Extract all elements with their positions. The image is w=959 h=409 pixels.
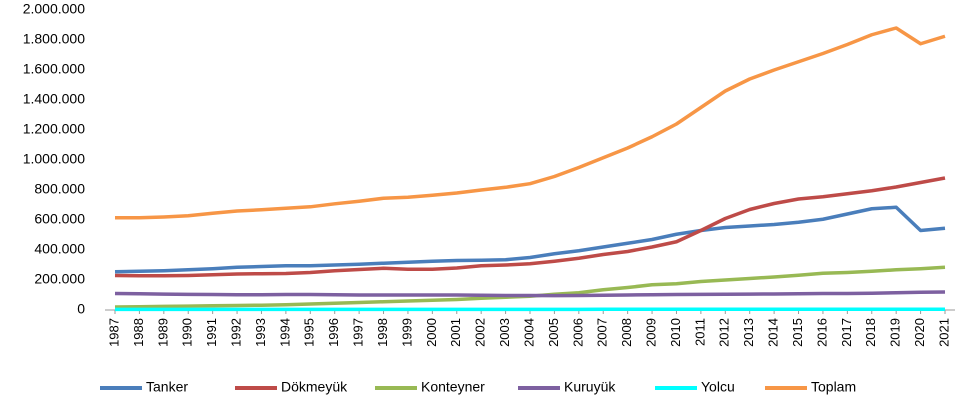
- x-tick-label: 2004: [521, 318, 536, 347]
- x-tick-label: 2016: [814, 318, 829, 347]
- x-tick-label: 2012: [717, 318, 732, 347]
- x-tick-label: 1992: [228, 318, 243, 347]
- y-tick-label: 2.000.000: [23, 1, 85, 17]
- x-tick-label: 2000: [424, 318, 439, 347]
- x-tick-label: 2017: [839, 318, 854, 347]
- x-tick-label: 1988: [131, 318, 146, 347]
- x-tick-label: 2014: [766, 318, 781, 347]
- x-tick-label: 1994: [277, 318, 292, 347]
- x-tick-label: 1987: [106, 318, 121, 347]
- x-tick-label: 2003: [497, 318, 512, 347]
- y-tick-label: 0: [77, 301, 85, 317]
- legend-label: Dökmeyük: [281, 379, 348, 395]
- x-tick-label: 1998: [375, 318, 390, 347]
- x-tick-label: 1990: [180, 318, 195, 347]
- legend-label: Kuruyük: [564, 379, 616, 395]
- y-tick-label: 1.200.000: [23, 121, 85, 137]
- y-tick-label: 1.400.000: [23, 91, 85, 107]
- x-tick-label: 1997: [351, 318, 366, 347]
- y-tick-label: 800.000: [34, 181, 85, 197]
- series-line: [115, 28, 945, 218]
- series-line: [115, 178, 945, 276]
- x-tick-label: 1999: [399, 318, 414, 347]
- x-tick-label: 1996: [326, 318, 341, 347]
- x-tick-label: 2006: [570, 318, 585, 347]
- x-tick-label: 2010: [668, 318, 683, 347]
- y-tick-label: 1.000.000: [23, 151, 85, 167]
- x-tick-label: 2013: [741, 318, 756, 347]
- y-tick-label: 400.000: [34, 241, 85, 257]
- y-tick-label: 1.600.000: [23, 61, 85, 77]
- x-tick-label: 1995: [302, 318, 317, 347]
- y-tick-label: 1.800.000: [23, 31, 85, 47]
- x-tick-label: 2018: [863, 318, 878, 347]
- x-tick-label: 2007: [595, 318, 610, 347]
- x-tick-label: 2019: [888, 318, 903, 347]
- x-tick-label: 2021: [936, 318, 951, 347]
- y-tick-label: 200.000: [34, 271, 85, 287]
- legend-label: Yolcu: [701, 379, 735, 395]
- legend-label: Toplam: [811, 379, 856, 395]
- x-tick-label: 1993: [253, 318, 268, 347]
- y-tick-label: 600.000: [34, 211, 85, 227]
- legend-label: Konteyner: [421, 379, 485, 395]
- x-tick-label: 2009: [643, 318, 658, 347]
- legend-label: Tanker: [146, 379, 188, 395]
- x-tick-label: 1991: [204, 318, 219, 347]
- x-tick-label: 2002: [473, 318, 488, 347]
- x-tick-label: 2008: [619, 318, 634, 347]
- x-tick-label: 2011: [692, 318, 707, 346]
- x-tick-label: 2001: [448, 318, 463, 347]
- x-tick-label: 2020: [912, 318, 927, 347]
- x-tick-label: 1989: [155, 318, 170, 347]
- x-tick-label: 2005: [546, 318, 561, 347]
- series-line: [115, 292, 945, 296]
- x-tick-label: 2015: [790, 318, 805, 347]
